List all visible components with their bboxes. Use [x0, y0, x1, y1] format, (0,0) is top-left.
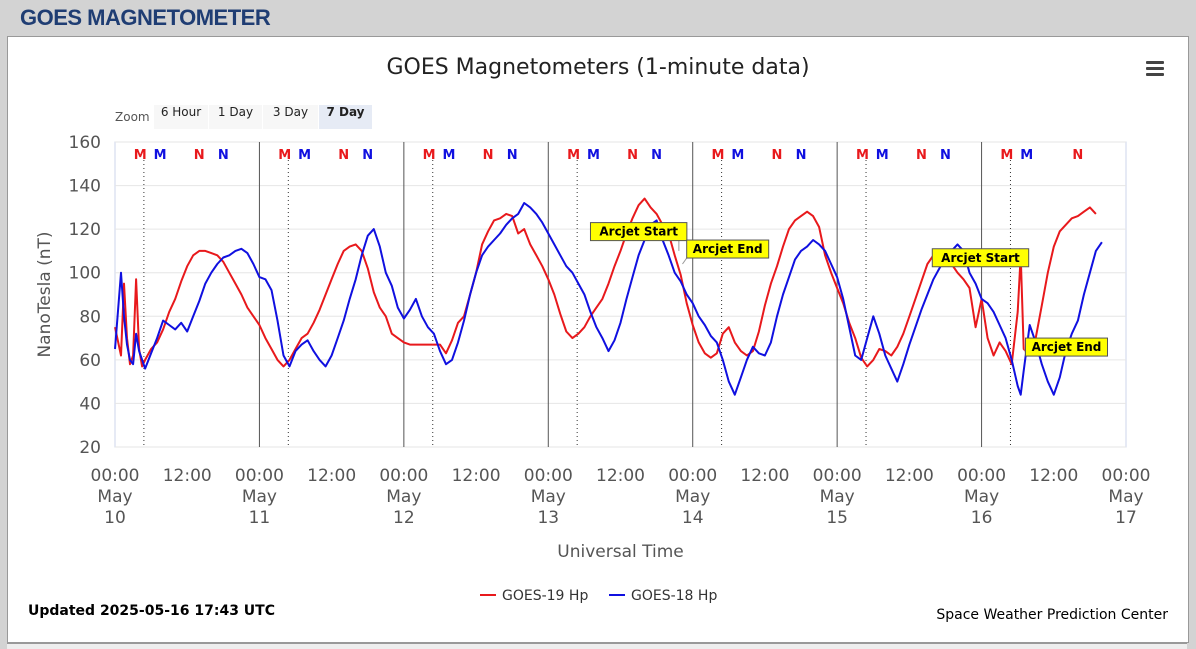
marker-label-m: M: [443, 148, 456, 163]
x-tick-label: May: [386, 487, 421, 507]
zoom-button-6-hour[interactable]: 6 Hour: [154, 105, 208, 129]
x-tick-label: 00:00: [91, 466, 140, 486]
annotation-label: Arcjet Start: [599, 225, 678, 239]
marker-label-n: N: [362, 148, 373, 163]
zoom-button-1-day[interactable]: 1 Day: [209, 105, 262, 129]
x-tick-label: 00:00: [1102, 466, 1151, 486]
x-tick-label: 15: [826, 508, 848, 528]
annotation-box: [1025, 337, 1109, 357]
x-tick-label: May: [97, 487, 132, 507]
marker-label-n: N: [916, 148, 927, 163]
x-tick-label: 14: [682, 508, 704, 528]
x-tick-label: 00:00: [813, 466, 862, 486]
y-tick-label: 100: [69, 264, 101, 284]
marker-label-m: M: [1000, 148, 1013, 163]
chart-panel: GOES Magnetometers (1-minute data) Zoom …: [7, 36, 1189, 643]
x-tick-label: 17: [1115, 508, 1137, 528]
x-tick-label: 00:00: [524, 466, 573, 486]
marker-label-m: M: [567, 148, 580, 163]
marker-label-m: M: [587, 148, 600, 163]
marker-label-m: M: [856, 148, 869, 163]
y-tick-label: 40: [79, 394, 101, 414]
zoom-label: Zoom: [115, 110, 150, 124]
x-tick-label: 12:00: [740, 466, 789, 486]
x-tick-label: 00:00: [957, 466, 1006, 486]
marker-label-n: N: [940, 148, 951, 163]
x-tick-label: 12: [393, 508, 415, 528]
marker-label-m: M: [423, 148, 436, 163]
y-tick-label: 60: [79, 351, 101, 371]
x-tick-label: May: [820, 487, 855, 507]
marker-label-m: M: [1020, 148, 1033, 163]
y-tick-label: 20: [79, 438, 101, 458]
y-tick-label: 120: [69, 220, 101, 240]
page-title: GOES MAGNETOMETER: [20, 5, 271, 30]
page-header: GOES MAGNETOMETER: [0, 0, 1196, 34]
x-tick-label: 12:00: [885, 466, 934, 486]
y-tick-label: 160: [69, 133, 101, 153]
legend-item: GOES-19 Hp: [502, 588, 588, 604]
x-tick-label: 12:00: [596, 466, 645, 486]
marker-label-m: M: [731, 148, 744, 163]
marker-label-n: N: [772, 148, 783, 163]
y-axis-title: NanoTesla (nT): [35, 231, 55, 357]
y-tick-label: 140: [69, 177, 101, 197]
hamburger-menu-icon[interactable]: [1146, 61, 1164, 77]
y-tick-label: 80: [79, 307, 101, 327]
annotation-box: [686, 239, 770, 259]
marker-label-m: M: [712, 148, 725, 163]
x-tick-label: May: [964, 487, 999, 507]
x-tick-label: 12:00: [163, 466, 212, 486]
x-tick-label: 00:00: [668, 466, 717, 486]
x-tick-label: May: [675, 487, 710, 507]
marker-label-n: N: [1072, 148, 1083, 163]
marker-label-n: N: [796, 148, 807, 163]
credit-label[interactable]: Space Weather Prediction Center: [936, 607, 1168, 623]
marker-label-m: M: [134, 148, 147, 163]
zoom-button-3-day[interactable]: 3 Day: [263, 105, 318, 129]
annotation-label: Arcjet End: [1032, 340, 1102, 354]
marker-label-n: N: [338, 148, 349, 163]
legend-item: GOES-18 Hp: [631, 588, 717, 604]
x-tick-label: 12:00: [452, 466, 501, 486]
x-tick-label: May: [1108, 487, 1143, 507]
marker-label-m: M: [876, 148, 889, 163]
annotation-connector: [682, 257, 688, 265]
x-axis-title: Universal Time: [557, 542, 683, 562]
x-tick-label: 13: [537, 508, 559, 528]
marker-label-n: N: [651, 148, 662, 163]
x-tick-label: 00:00: [379, 466, 428, 486]
annotation-box: [931, 248, 1030, 268]
marker-label-n: N: [194, 148, 205, 163]
plot-area: [114, 141, 1127, 448]
zoom-button-7-day[interactable]: 7 Day: [319, 105, 372, 129]
annotation-label: Arcjet End: [693, 242, 763, 256]
x-tick-label: 00:00: [235, 466, 284, 486]
x-tick-label: 16: [971, 508, 993, 528]
chart-title: GOES Magnetometers (1-minute data): [386, 55, 810, 80]
marker-label-m: M: [278, 148, 291, 163]
series-line-goes-18-hp: [114, 202, 1103, 396]
bottom-strip: [7, 643, 1187, 649]
marker-label-n: N: [483, 148, 494, 163]
x-tick-label: 12:00: [307, 466, 356, 486]
marker-label-n: N: [627, 148, 638, 163]
x-tick-label: May: [531, 487, 566, 507]
marker-label-n: N: [507, 148, 518, 163]
marker-label-m: M: [154, 148, 167, 163]
x-tick-label: 12:00: [1029, 466, 1078, 486]
marker-label-n: N: [218, 148, 229, 163]
annotation-label: Arcjet Start: [941, 251, 1020, 265]
marker-label-m: M: [298, 148, 311, 163]
x-tick-label: 11: [249, 508, 271, 528]
x-tick-label: May: [242, 487, 277, 507]
annotation-box: [589, 222, 688, 242]
x-tick-label: 10: [104, 508, 126, 528]
updated-timestamp: Updated 2025-05-16 17:43 UTC: [28, 603, 275, 619]
